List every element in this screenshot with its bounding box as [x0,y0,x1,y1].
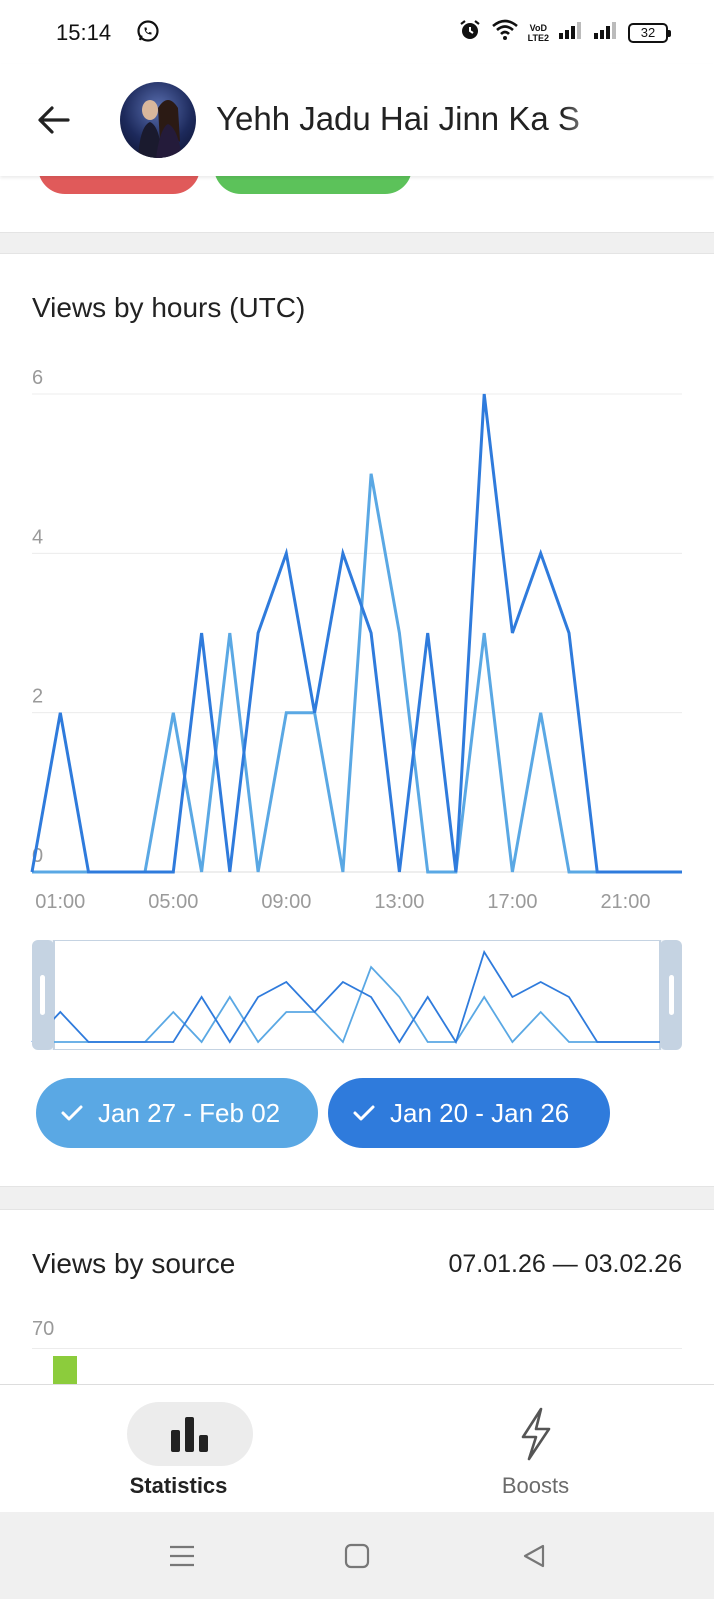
app-header: Yehh Jadu Hai Jinn Ka S [0,64,714,176]
title-fade [562,94,614,144]
volte-icon: VoD LTE2 [528,23,549,43]
tab-label: Boosts [501,1473,570,1498]
x-tick-label: 21:00 [600,891,650,913]
volte-label-bottom: LTE2 [527,32,549,43]
signal-icon [593,20,619,45]
section-title-views-by-hours: Views by hours (UTC) [32,292,306,323]
battery-icon: 32 [628,22,671,43]
source-gridline [32,1348,682,1349]
range-handle-grip [40,975,45,1015]
check-icon [61,1105,83,1121]
volte-label-top: VoD [529,22,547,33]
back-button[interactable] [30,96,78,144]
avatar[interactable] [120,82,196,158]
whatsapp-icon [136,19,160,48]
tab-boosts[interactable]: Boosts [357,1385,714,1513]
y-tick-label: 4 [32,526,43,548]
source-y-tick: 70 [32,1318,55,1340]
bar-chart-icon [171,1417,208,1452]
chart-range-selector[interactable] [0,940,714,1050]
y-tick-label: 2 [32,686,43,708]
x-tick-label: 13:00 [374,891,424,913]
y-tick-label: 6 [32,367,43,389]
x-tick-label: 17:00 [487,891,537,913]
legend-chip-label: Jan 27 - Feb 02 [98,1097,281,1128]
views-by-hours-chart: 0 2 4 6 01:00 05:00 09:00 13:00 17:00 21:00 [30,367,682,913]
section-divider [0,232,714,254]
mini-series-line [31,949,682,1045]
legend-chip-last-week[interactable]: Jan 20 - Jan 26 [328,1078,610,1148]
y-tick-label: 0 [32,845,43,867]
legend-chip-label: Jan 20 - Jan 26 [390,1097,570,1128]
tab-icon-wrap [357,1402,714,1466]
bottom-nav: Statistics Boosts [0,1384,714,1512]
menu-icon[interactable] [166,1540,198,1572]
section-divider [0,1186,714,1210]
wifi-icon [491,19,519,46]
status-bar: 15:14 VoD LTE2 32 [0,0,714,64]
series-line-last-week [30,393,682,874]
status-icons: VoD LTE2 32 [458,18,671,47]
series-line-this-week [32,473,682,874]
lightning-icon [521,1407,550,1461]
check-icon [353,1105,375,1121]
range-handle-grip [669,975,674,1015]
date-range[interactable]: 07.01.26 — 03.02.26 [448,1250,682,1278]
status-time: 15:14 [56,20,112,45]
page-title: Yehh Jadu Hai Jinn Ka S [216,100,580,137]
signal-icon [558,20,584,45]
legend-chip-this-week[interactable]: Jan 27 - Feb 02 [36,1078,318,1148]
range-selector-window [54,940,660,1050]
arrow-left-icon [38,106,70,134]
section-title-views-by-source: Views by source [32,1248,236,1279]
alarm-icon [458,18,482,47]
source-bar [53,1356,77,1384]
system-nav-bar [0,1512,714,1599]
x-tick-label: 01:00 [35,891,85,913]
tab-statistics[interactable]: Statistics [0,1385,357,1513]
x-tick-label: 09:00 [261,891,311,913]
tab-label: Statistics [129,1473,228,1498]
x-tick-label: 05:00 [148,891,198,913]
tab-active-indicator [127,1402,253,1466]
home-icon[interactable] [341,1540,373,1572]
back-triangle-icon[interactable] [518,1540,550,1572]
